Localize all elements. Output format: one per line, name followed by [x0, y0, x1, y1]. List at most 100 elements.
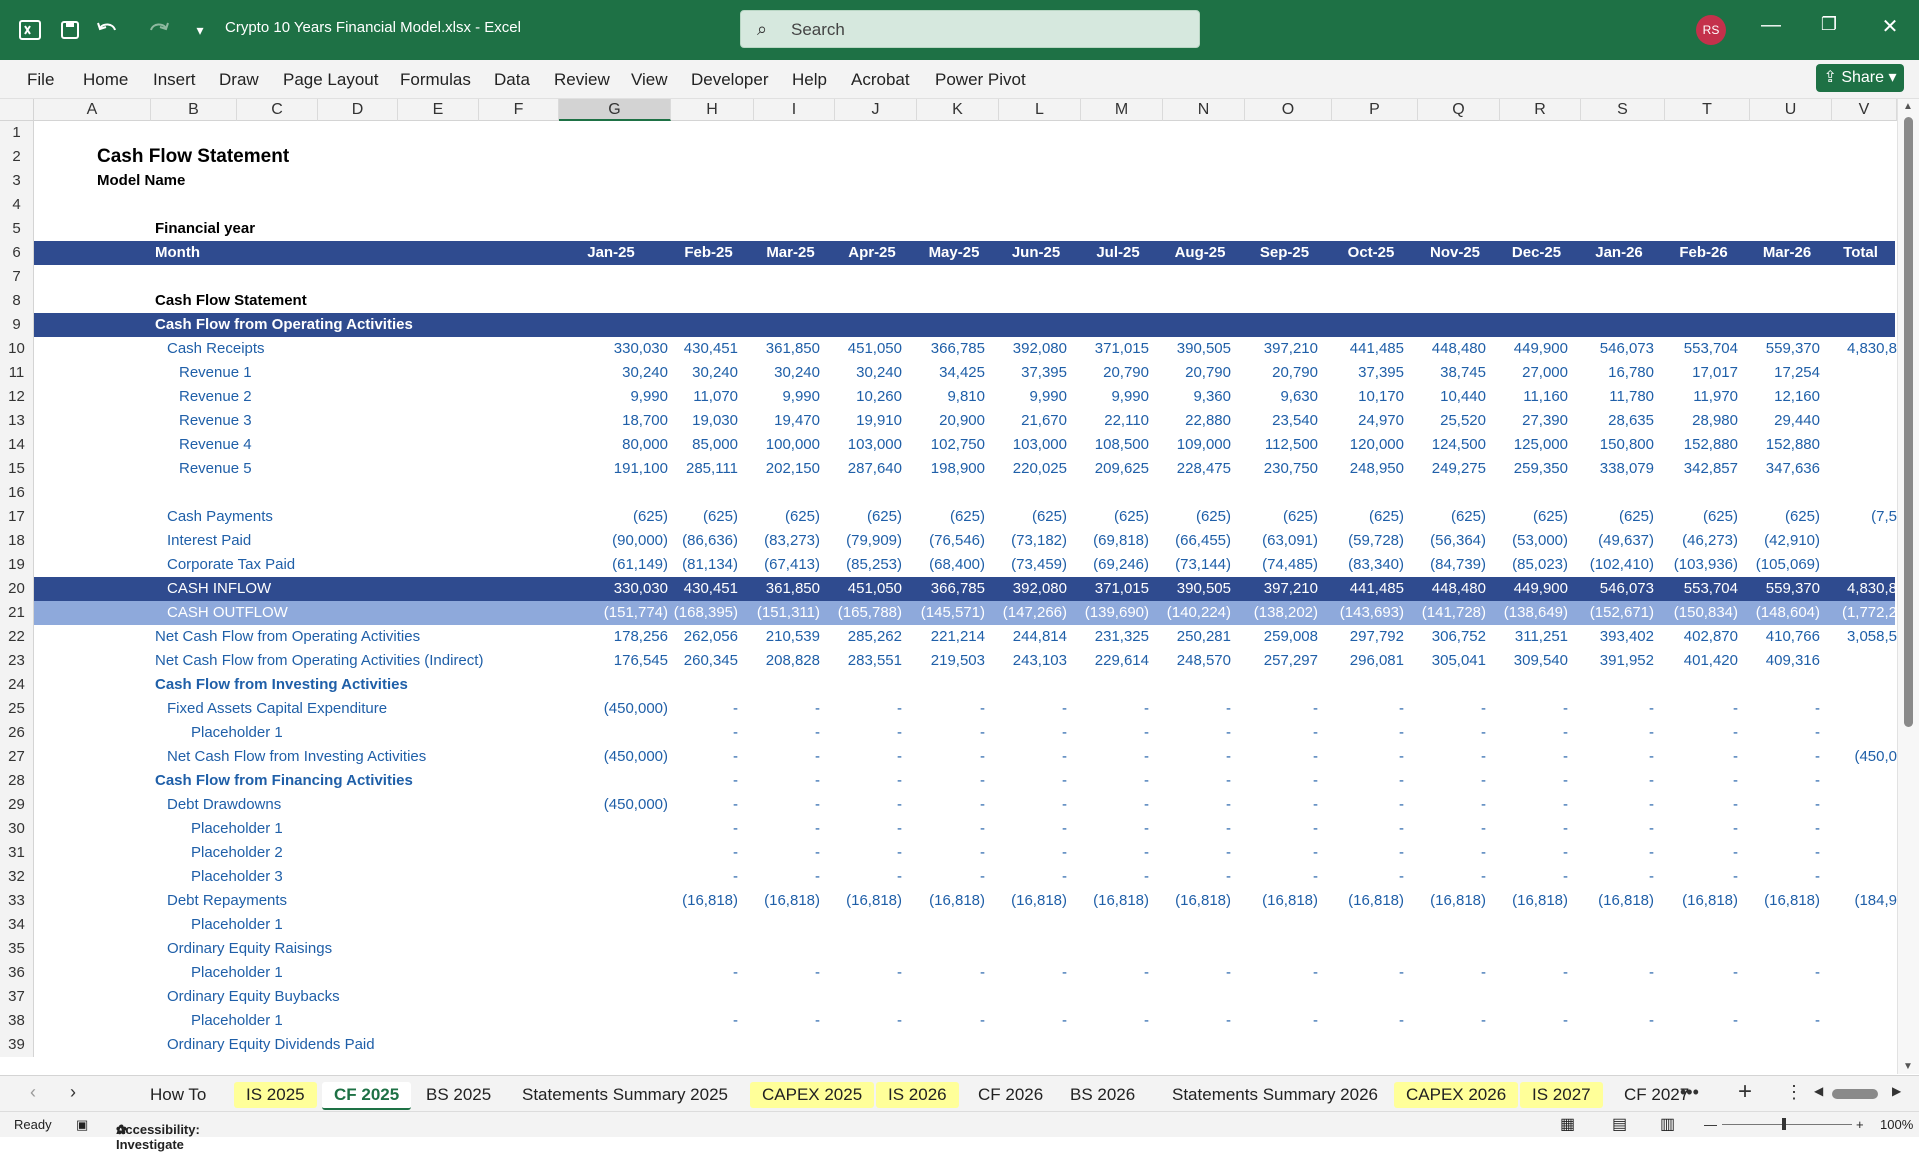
row-header[interactable]: 4: [0, 193, 34, 217]
tab-page-layout[interactable]: Page Layout: [283, 70, 379, 89]
row-header[interactable]: 36: [0, 961, 34, 985]
column-header-f[interactable]: F: [479, 99, 559, 121]
row-header[interactable]: 8: [0, 289, 34, 313]
row-header[interactable]: 9: [0, 313, 34, 337]
zoom-level[interactable]: 100%: [1880, 1117, 1914, 1132]
row-header[interactable]: 22: [0, 625, 34, 649]
column-header-s[interactable]: S: [1581, 99, 1665, 121]
column-header-p[interactable]: P: [1332, 99, 1418, 121]
sheet-tab[interactable]: How To: [150, 1085, 207, 1104]
tab-formulas[interactable]: Formulas: [400, 70, 471, 89]
row-header[interactable]: 23: [0, 649, 34, 673]
select-all-corner[interactable]: [0, 99, 34, 121]
sheet-tab[interactable]: CF 2026: [978, 1085, 1044, 1104]
page-break-view-icon[interactable]: ▥: [1660, 1116, 1676, 1133]
sheet-tab[interactable]: BS 2026: [1070, 1085, 1136, 1104]
row-header[interactable]: 29: [0, 793, 34, 817]
row-header[interactable]: 39: [0, 1033, 34, 1057]
row-header[interactable]: 19: [0, 553, 34, 577]
column-header-l[interactable]: L: [999, 99, 1081, 121]
row-header[interactable]: 38: [0, 1009, 34, 1033]
sheet-options-icon[interactable]: ⋮: [1785, 1082, 1803, 1102]
tab-developer[interactable]: Developer: [691, 70, 769, 89]
undo-icon[interactable]: [92, 16, 124, 44]
column-header-o[interactable]: O: [1245, 99, 1332, 121]
row-header[interactable]: 10: [0, 337, 34, 361]
row-header[interactable]: 35: [0, 937, 34, 961]
customize-icon[interactable]: ▾: [196, 21, 204, 38]
column-header-h[interactable]: H: [671, 99, 754, 121]
row-header[interactable]: 13: [0, 409, 34, 433]
close-icon[interactable]: ✕: [1881, 16, 1899, 38]
column-header-g[interactable]: G: [559, 99, 671, 121]
row-header[interactable]: 32: [0, 865, 34, 889]
zoom-slider-thumb[interactable]: [1782, 1118, 1786, 1130]
tab-acrobat[interactable]: Acrobat: [851, 70, 910, 89]
search-box[interactable]: ⌕ Search: [740, 10, 1200, 48]
zoom-in-icon[interactable]: +: [1856, 1117, 1864, 1132]
row-header[interactable]: 26: [0, 721, 34, 745]
scrollbar-thumb[interactable]: [1904, 117, 1913, 727]
row-header[interactable]: 11: [0, 361, 34, 385]
row-header[interactable]: 14: [0, 433, 34, 457]
normal-view-icon[interactable]: ▦: [1560, 1116, 1576, 1133]
horizontal-scrollbar[interactable]: ◀ ▶: [1812, 1084, 1908, 1102]
row-header[interactable]: 24: [0, 673, 34, 697]
sheet-tab[interactable]: CAPEX 2026: [1394, 1082, 1519, 1108]
tab-help[interactable]: Help: [792, 70, 827, 89]
horizontal-scroll-thumb[interactable]: [1832, 1089, 1878, 1099]
prev-sheet-icon[interactable]: ‹: [30, 1082, 36, 1102]
sheet-tab[interactable]: CAPEX 2025: [750, 1082, 875, 1108]
sheet-tab[interactable]: BS 2025: [426, 1085, 492, 1104]
row-header[interactable]: 2: [0, 145, 34, 169]
sheet-tab[interactable]: Statements Summary 2025: [522, 1085, 728, 1104]
sheet-tab[interactable]: CF 2025: [322, 1082, 412, 1110]
tab-insert[interactable]: Insert: [153, 70, 196, 89]
row-header[interactable]: 3: [0, 169, 34, 193]
row-header[interactable]: 33: [0, 889, 34, 913]
tab-home[interactable]: Home: [83, 70, 129, 89]
excel-logo-icon[interactable]: [16, 16, 44, 44]
tab-power-pivot[interactable]: Power Pivot: [935, 70, 1026, 89]
row-header[interactable]: 21: [0, 601, 34, 625]
column-header-i[interactable]: I: [754, 99, 835, 121]
row-header[interactable]: 25: [0, 697, 34, 721]
column-header-c[interactable]: C: [237, 99, 318, 121]
row-header[interactable]: 12: [0, 385, 34, 409]
scroll-down-icon[interactable]: ▼: [1903, 1061, 1913, 1072]
column-header-u[interactable]: U: [1750, 99, 1832, 121]
row-header[interactable]: 31: [0, 841, 34, 865]
minimize-icon[interactable]: —: [1761, 14, 1781, 36]
sheet-tab[interactable]: IS 2025: [234, 1082, 317, 1108]
row-header[interactable]: 37: [0, 985, 34, 1009]
sheet-tab[interactable]: CF 2027: [1624, 1085, 1690, 1104]
row-header[interactable]: 18: [0, 529, 34, 553]
share-button[interactable]: ⇪ Share ▾: [1816, 64, 1904, 92]
row-header[interactable]: 16: [0, 481, 34, 505]
column-header-b[interactable]: B: [151, 99, 237, 121]
row-header[interactable]: 7: [0, 265, 34, 289]
vertical-scrollbar[interactable]: ▲ ▼: [1897, 99, 1919, 1074]
next-sheet-icon[interactable]: ›: [70, 1082, 76, 1102]
avatar[interactable]: RS: [1696, 15, 1726, 45]
add-sheet-icon[interactable]: +: [1738, 1078, 1753, 1105]
column-header-q[interactable]: Q: [1418, 99, 1500, 121]
column-header-k[interactable]: K: [917, 99, 999, 121]
column-header-a[interactable]: A: [34, 99, 151, 121]
column-header-d[interactable]: D: [318, 99, 398, 121]
column-header-r[interactable]: R: [1500, 99, 1581, 121]
column-header-m[interactable]: M: [1081, 99, 1163, 121]
row-header[interactable]: 17: [0, 505, 34, 529]
tab-review[interactable]: Review: [554, 70, 610, 89]
sheet-tab[interactable]: IS 2026: [876, 1082, 959, 1108]
row-header[interactable]: 15: [0, 457, 34, 481]
tab-file[interactable]: File: [27, 70, 55, 89]
save-icon[interactable]: [56, 16, 84, 44]
page-layout-view-icon[interactable]: ▤: [1612, 1116, 1628, 1133]
sheet-tab[interactable]: IS 2027: [1520, 1082, 1603, 1108]
column-header-v[interactable]: V: [1832, 99, 1897, 121]
row-header[interactable]: 5: [0, 217, 34, 241]
macro-record-icon[interactable]: ▣: [76, 1117, 89, 1132]
row-header[interactable]: 34: [0, 913, 34, 937]
more-sheets-icon[interactable]: •••: [1680, 1082, 1699, 1102]
